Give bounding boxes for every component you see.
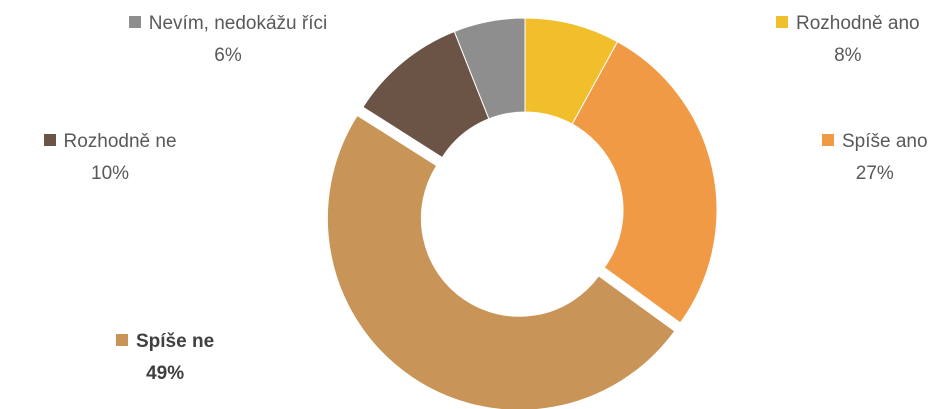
legend-marker	[776, 16, 788, 28]
legend-marker	[822, 134, 834, 146]
donut-slice	[571, 41, 718, 324]
data-label: Rozhodně ne 10%	[43, 126, 177, 190]
percent-label: 49%	[146, 363, 185, 384]
percent-label: 6%	[214, 45, 242, 66]
legend-marker	[116, 334, 128, 346]
legend-label: Nevím, nedokážu říci	[148, 13, 328, 34]
legend-marker	[43, 134, 56, 146]
percent-label: 27%	[855, 163, 894, 184]
donut-slice	[453, 17, 526, 120]
legend-label: Rozhodně ne	[63, 131, 177, 152]
percent-label: 8%	[834, 45, 862, 66]
legend-label: Spíše ano	[842, 131, 928, 152]
legend-marker	[128, 16, 141, 28]
legend-label: Rozhodně ano	[796, 13, 920, 34]
legend-label: Spíše ne	[136, 331, 215, 352]
data-label: Rozhodně ano 8%	[776, 8, 920, 72]
percent-label: 10%	[91, 163, 130, 184]
data-label: Nevím, nedokážu říci 6%	[128, 8, 328, 72]
data-label: Spíše ne 49%	[116, 326, 214, 390]
donut-slice	[326, 114, 676, 409]
data-label: Spíše ano 27%	[822, 126, 928, 190]
